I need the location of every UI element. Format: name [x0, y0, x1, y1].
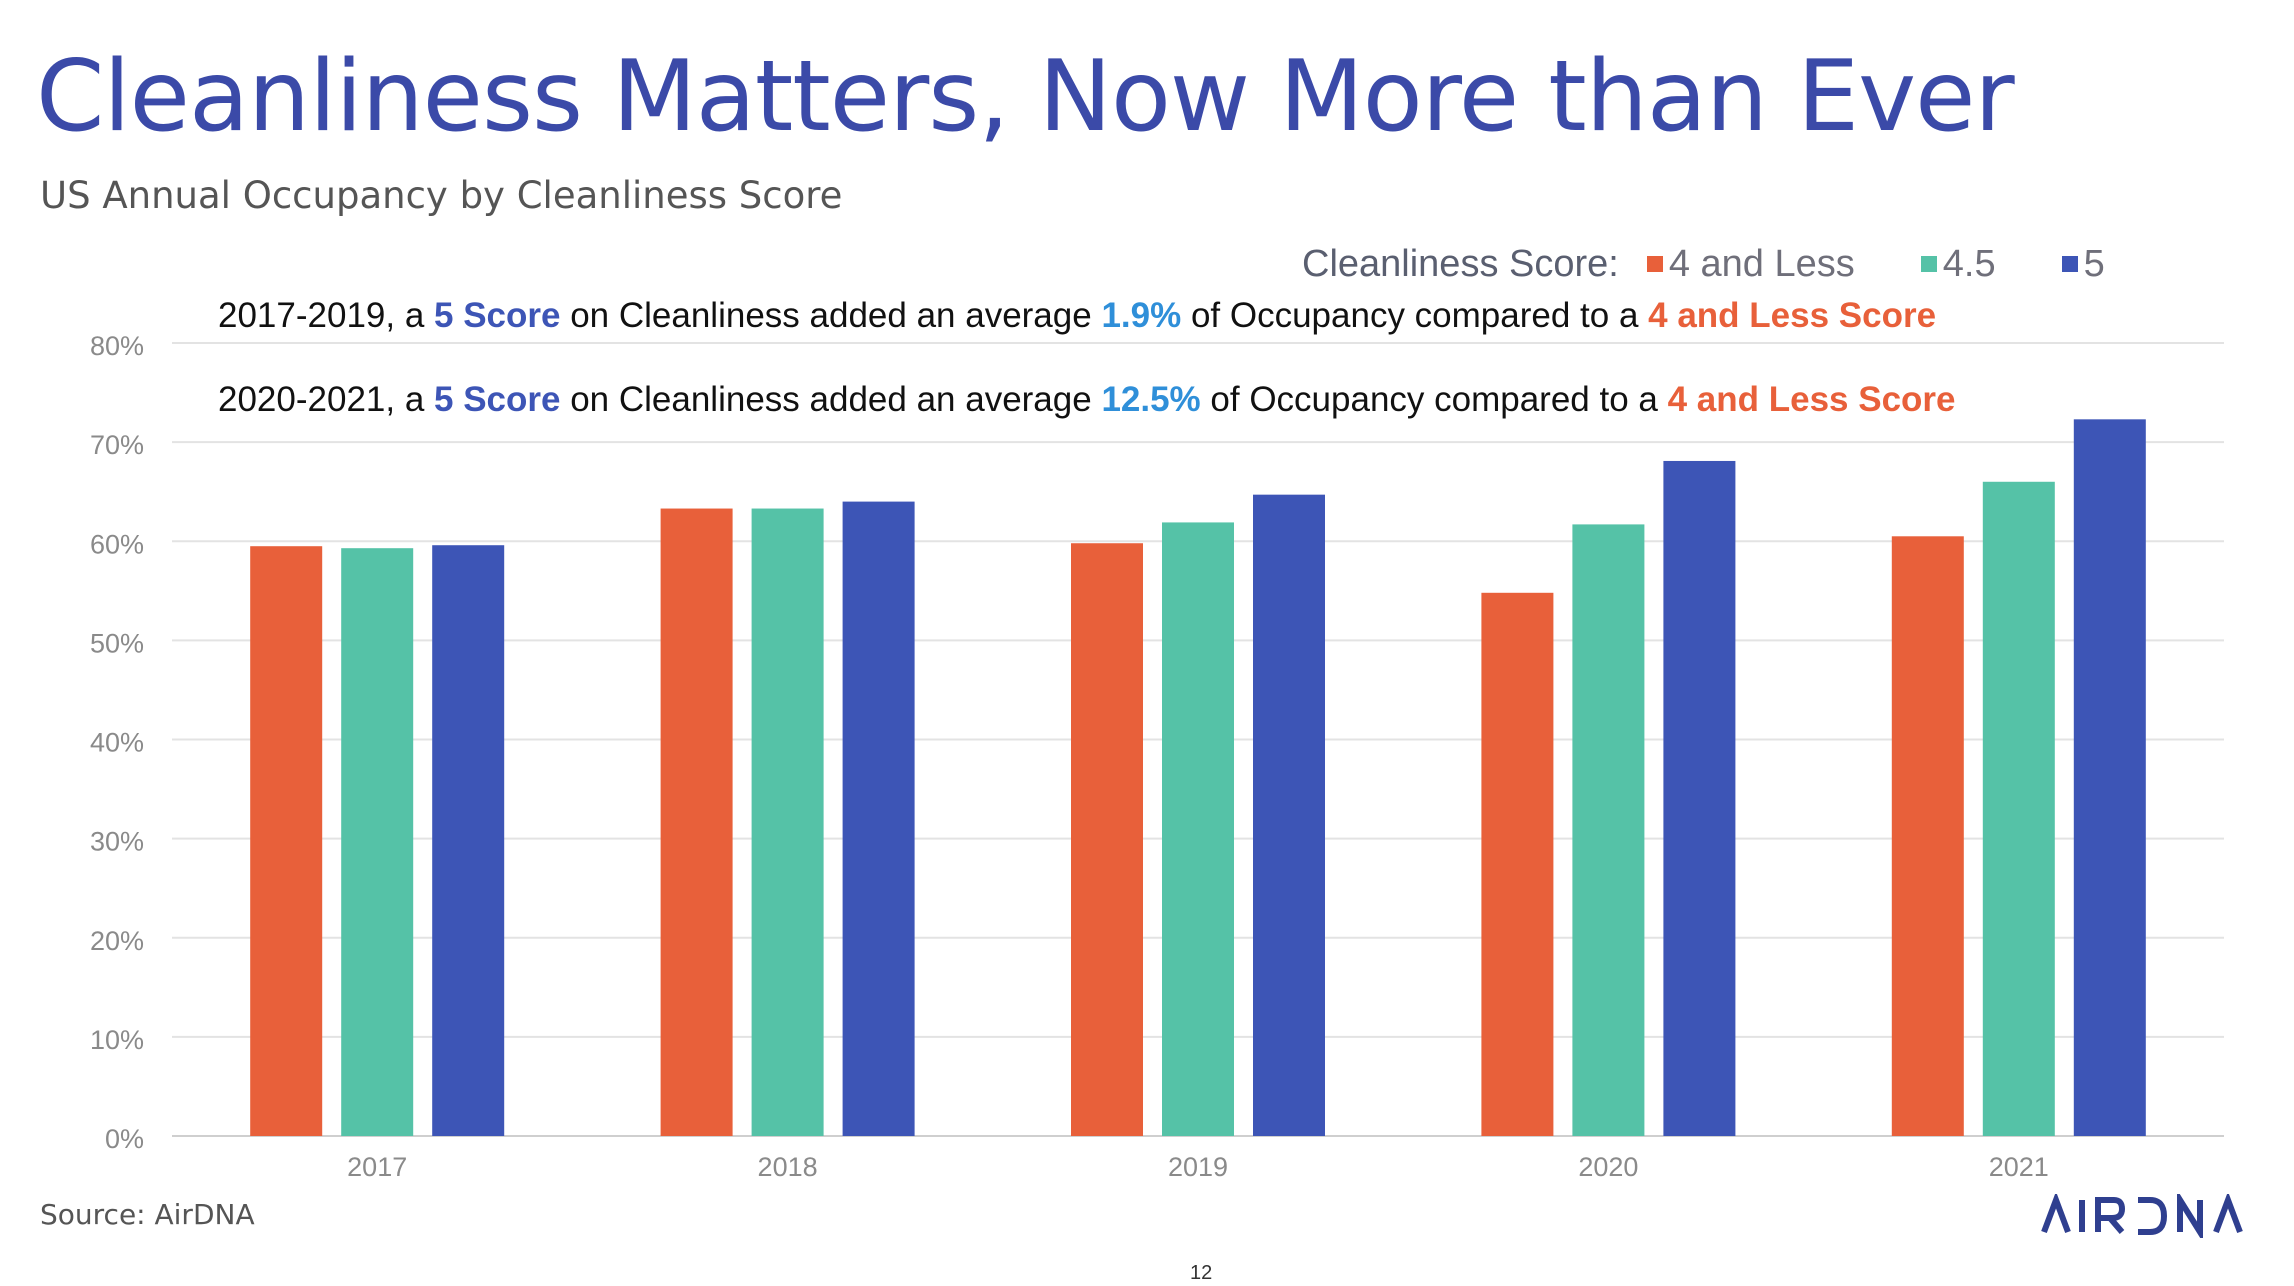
bar-4-5-2018 — [751, 508, 824, 1136]
annotation-score: 5 Score — [434, 380, 561, 419]
y-tick-label: 20% — [90, 926, 144, 956]
bar-4-5-2017 — [341, 548, 414, 1136]
bar-5-2018 — [842, 501, 915, 1137]
page-number: 12 — [1190, 1262, 1213, 1284]
legend-swatch-5 — [2061, 256, 2078, 272]
annotation-prefix: 2017-2019, a — [218, 296, 435, 335]
bar-4-and-less-2018 — [660, 508, 733, 1136]
y-tick-label: 40% — [90, 728, 144, 758]
chart-subtitle: US Annual Occupancy by Cleanliness Score — [40, 174, 843, 217]
annotation-mid2: of Occupancy compared to a — [1200, 380, 1668, 419]
source-note: Source: AirDNA — [40, 1198, 255, 1231]
annotation-2017-2019: 2017-2019, a 5 Score on Cleanliness adde… — [218, 296, 1936, 336]
bar-4-5-2020 — [1572, 524, 1645, 1136]
y-tick-label: 50% — [90, 628, 144, 658]
y-tick-label: 80% — [90, 331, 144, 361]
bar-4-and-less-2017 — [250, 546, 323, 1136]
annotation-compare: 4 and Less Score — [1648, 296, 1937, 335]
x-tick-label: 2020 — [1578, 1152, 1638, 1182]
annotation-value: 12.5% — [1101, 380, 1201, 419]
annotation-mid: on Cleanliness added an average — [560, 296, 1102, 335]
bar-4-and-less-2021 — [1891, 536, 1964, 1136]
legend-item-4-and-less: 4 and Less — [1646, 242, 1855, 286]
annotation-mid2: of Occupancy compared to a — [1181, 296, 1649, 335]
x-tick-label: 2019 — [1168, 1152, 1228, 1182]
x-tick-label: 2021 — [1989, 1152, 2049, 1182]
annotation-2020-2021: 2020-2021, a 5 Score on Cleanliness adde… — [218, 380, 1956, 420]
legend-swatch-4-and-less — [1646, 256, 1663, 272]
annotation-compare: 4 and Less Score — [1667, 380, 1956, 419]
y-tick-label: 60% — [90, 529, 144, 559]
y-tick-label: 30% — [90, 827, 144, 857]
bar-5-2019 — [1253, 494, 1325, 1136]
page-title: Cleanliness Matters, Now More than Ever — [36, 40, 2015, 154]
bar-5-2021 — [2073, 419, 2146, 1136]
legend-label-5: 5 — [2083, 242, 2105, 285]
annotation-value: 1.9% — [1101, 296, 1182, 335]
chart-legend: Cleanliness Score: 4 and Less 4.5 5 — [1302, 240, 2105, 288]
legend-item-4-5: 4.5 — [1920, 242, 1996, 286]
annotation-mid: on Cleanliness added an average — [560, 380, 1102, 419]
legend-item-5: 5 — [2061, 242, 2105, 286]
x-tick-label: 2017 — [347, 1152, 407, 1182]
legend-label-4-5: 4.5 — [1942, 242, 1996, 285]
legend-title: Cleanliness Score: — [1302, 242, 1619, 285]
bar-4-5-2021 — [1982, 481, 2055, 1136]
y-tick-label: 10% — [90, 1025, 144, 1055]
bar-5-2017 — [432, 545, 505, 1136]
bar-5-2020 — [1663, 460, 1736, 1136]
legend-label-4-and-less: 4 and Less — [1668, 242, 1855, 285]
airdna-logo — [2041, 1194, 2243, 1238]
y-tick-label: 70% — [90, 430, 144, 460]
annotation-prefix: 2020-2021, a — [218, 380, 435, 419]
annotation-score: 5 Score — [434, 296, 561, 335]
y-tick-label: 0% — [105, 1124, 144, 1154]
x-tick-label: 2018 — [758, 1152, 818, 1182]
legend-swatch-4-5 — [1920, 256, 1937, 272]
bar-4-and-less-2020 — [1481, 592, 1554, 1136]
bar-4-5-2019 — [1162, 522, 1234, 1136]
bar-4-and-less-2019 — [1071, 543, 1143, 1136]
